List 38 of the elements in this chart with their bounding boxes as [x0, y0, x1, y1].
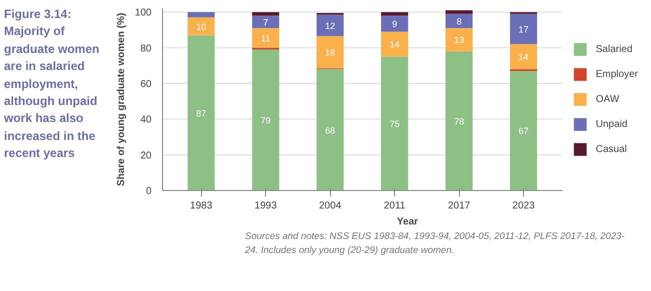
legend-label: Casual [596, 144, 627, 154]
data-label: 9 [392, 19, 398, 30]
y-tick-label: 20 [140, 150, 152, 162]
data-label: 87 [196, 108, 206, 118]
data-label: 79 [260, 116, 271, 126]
data-label: 18 [325, 48, 336, 58]
legend-label: Salaried [596, 44, 632, 54]
x-tick-label: 2023 [512, 200, 536, 212]
data-label: 78 [454, 116, 464, 126]
legend-label: Unpaid [596, 118, 628, 130]
y-tick-label: 40 [140, 114, 152, 126]
data-label: 12 [325, 20, 336, 31]
data-label: 14 [518, 52, 529, 62]
chart-title: Figure 3.14: Majority of graduate women are in salaried employment, although unpaid work has also increased in the recent years [4, 7, 100, 160]
source-note: Sources and notes: NSS EUS 1983-84, 1993-94, 2004-05, 2011-12, PLFS 2017-18, 2023-24. Includes only young (20-29) graduate women. [245, 230, 626, 258]
legend-label: OAW [596, 94, 620, 104]
data-label: 67 [518, 126, 529, 136]
data-label: 13 [454, 35, 464, 46]
y-tick-label: 0 [146, 186, 152, 197]
data-label: 11 [260, 33, 270, 44]
y-tick-label: 100 [134, 8, 152, 19]
y-tick-label: 60 [140, 78, 152, 90]
data-label: 14 [390, 40, 400, 50]
y-axis-title: Share of young graduate women (%) [116, 12, 127, 186]
data-label: 8 [456, 16, 462, 26]
data-label: 7 [263, 17, 268, 28]
data-label: 10 [196, 22, 206, 32]
x-tick-label: 1983 [190, 200, 213, 212]
data-label: 17 [518, 24, 529, 35]
x-tick-label: 1993 [254, 200, 278, 212]
y-tick-label: 80 [140, 43, 152, 54]
data-label: 75 [390, 119, 400, 130]
x-tick-label: 2011 [384, 200, 406, 212]
x-tick-label: 2017 [448, 200, 471, 212]
legend-label: Employer [596, 68, 638, 80]
data-label: 68 [325, 125, 336, 136]
x-axis-title: Year [396, 216, 418, 228]
x-tick-label: 2004 [319, 200, 342, 212]
